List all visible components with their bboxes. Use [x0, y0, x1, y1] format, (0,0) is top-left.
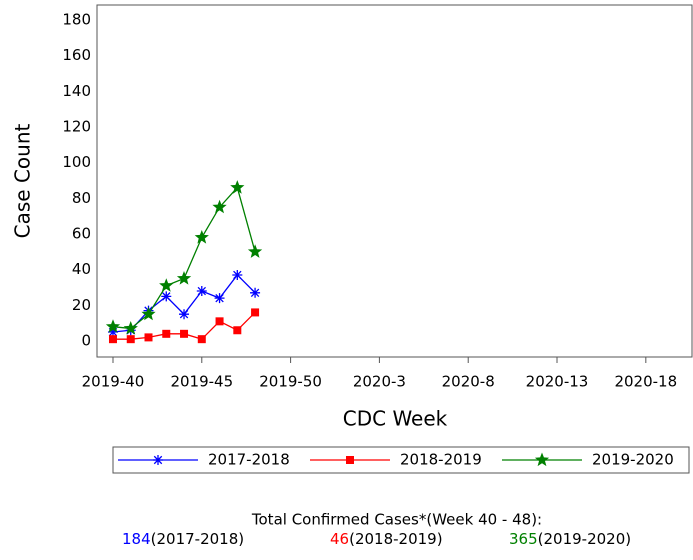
total-period: (2019-2020) [538, 530, 631, 548]
marker [251, 308, 260, 317]
y-tick-label: 60 [72, 224, 91, 242]
legend-label: 2018-2019 [400, 451, 482, 469]
x-axis-title: CDC Week [343, 407, 448, 431]
marker [214, 293, 225, 304]
x-tick-label: 2020-18 [614, 373, 677, 391]
footer-title: Total Confirmed Cases*(Week 40 - 48): [251, 511, 542, 529]
x-tick-label: 2019-45 [170, 373, 233, 391]
total-count: 184 [122, 530, 151, 548]
marker [346, 456, 354, 464]
marker [176, 271, 192, 285]
y-tick-label: 120 [62, 117, 91, 135]
line [112, 186, 256, 330]
marker [250, 287, 261, 298]
y-tick-label: 20 [72, 296, 91, 314]
marker [159, 278, 174, 292]
x-tick-label: 2019-50 [259, 373, 322, 391]
y-tick-label: 140 [62, 82, 91, 100]
marker [196, 286, 207, 297]
marker [534, 452, 550, 467]
line [112, 273, 256, 333]
marker [153, 455, 163, 465]
total-count: 46 [330, 530, 349, 548]
marker [230, 180, 245, 194]
y-tick-label: 180 [62, 10, 91, 28]
total-count: 365 [509, 530, 538, 548]
x-tick-label: 2020-13 [526, 373, 589, 391]
marker [161, 291, 172, 302]
x-tick-label: 2020-8 [442, 373, 495, 391]
legend-label: 2019-2020 [592, 451, 674, 469]
marker [105, 319, 121, 333]
marker [233, 326, 242, 335]
marker [141, 306, 156, 321]
legend-label: 2017-2018 [208, 451, 290, 469]
y-axis-title: Case Count [11, 123, 35, 238]
legend-box [112, 446, 690, 474]
plot-frame [96, 4, 693, 358]
marker [162, 329, 171, 338]
marker [180, 329, 189, 338]
y-tick-label: 0 [81, 331, 91, 349]
y-tick-label: 160 [62, 46, 91, 64]
total-period: (2018-2019) [349, 530, 442, 548]
footer-total: 46(2018-2019) [330, 530, 443, 548]
marker [107, 327, 118, 338]
x-tick-label: 2020-3 [353, 373, 406, 391]
y-tick-label: 80 [72, 189, 91, 207]
marker [194, 230, 209, 244]
marker [123, 321, 138, 335]
marker [212, 199, 227, 214]
marker [197, 335, 206, 344]
y-tick-label: 100 [62, 153, 91, 171]
total-period: (2017-2018) [151, 530, 244, 548]
marker [232, 269, 243, 280]
marker [144, 333, 153, 342]
marker [215, 317, 224, 326]
marker [179, 309, 190, 320]
x-tick-label: 2019-40 [82, 373, 145, 391]
footer-total: 365(2019-2020) [509, 530, 631, 548]
y-tick-label: 40 [72, 260, 91, 278]
marker [247, 244, 263, 258]
marker [126, 335, 135, 344]
marker [108, 335, 117, 344]
footer-total: 184(2017-2018) [122, 530, 244, 548]
